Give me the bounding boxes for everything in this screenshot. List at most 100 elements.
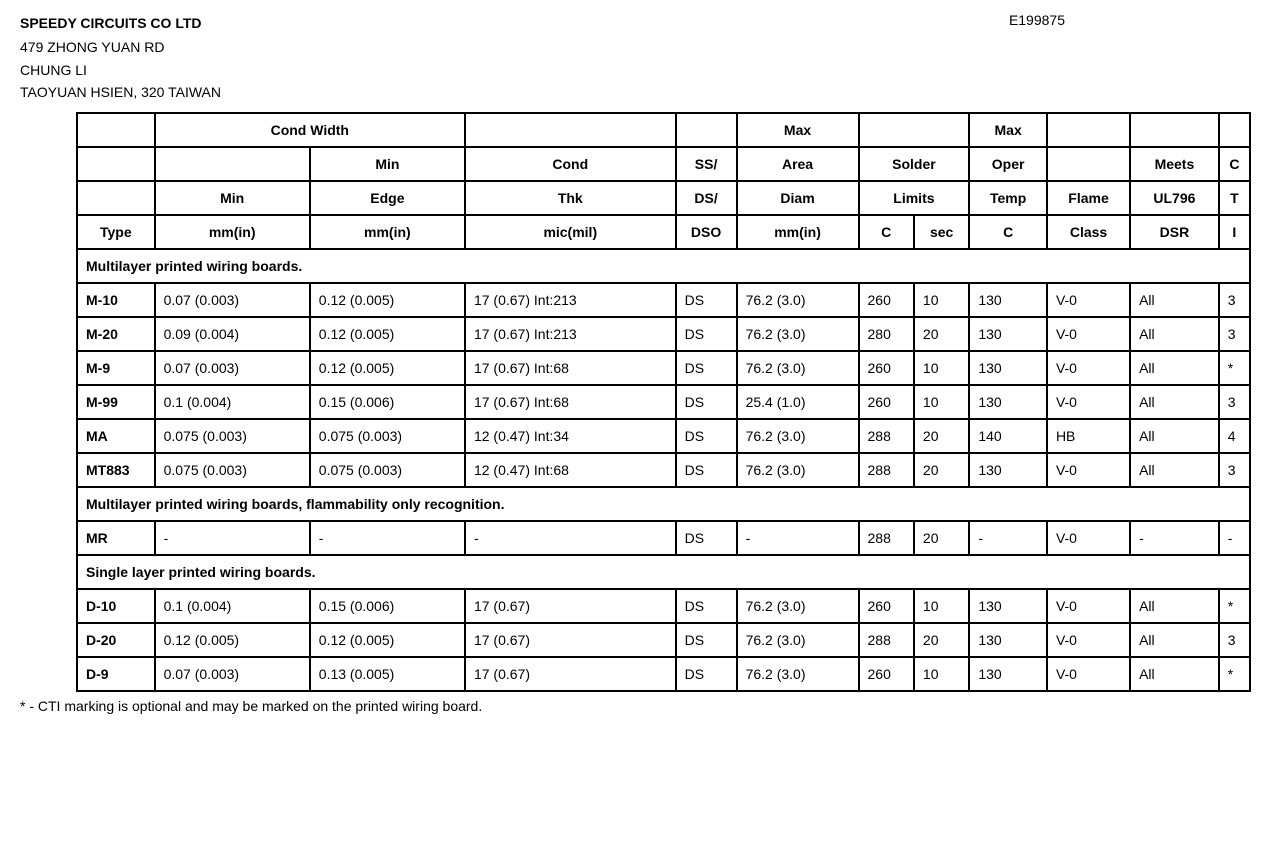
cell-meets: All — [1130, 385, 1219, 419]
cell-cti: 3 — [1219, 283, 1250, 317]
cell-type: M-99 — [77, 385, 155, 419]
header-t: T — [1219, 181, 1250, 215]
cell-type: D-10 — [77, 589, 155, 623]
cell-c: 260 — [859, 589, 914, 623]
cell-temp: 130 — [969, 283, 1047, 317]
table-row: M-99 0.1 (0.004) 0.15 (0.006) 17 (0.67) … — [77, 385, 1250, 419]
cell-flame: V-0 — [1047, 283, 1130, 317]
cell-temp: 130 — [969, 623, 1047, 657]
cell-c: 288 — [859, 521, 914, 555]
cell-cond: 12 (0.47) Int:34 — [465, 419, 676, 453]
cell-temp: 140 — [969, 419, 1047, 453]
header-min-edge: Min — [310, 147, 465, 181]
cell-c: 280 — [859, 317, 914, 351]
cell-cti: 4 — [1219, 419, 1250, 453]
header-c: C — [1219, 147, 1250, 181]
company-name: SPEEDY CIRCUITS CO LTD — [20, 12, 221, 34]
header-diam: Diam — [737, 181, 859, 215]
cell-cond: 17 (0.67) — [465, 623, 676, 657]
cell-area: 25.4 (1.0) — [737, 385, 859, 419]
cell-cond: 17 (0.67) — [465, 589, 676, 623]
header-cond: Cond — [465, 147, 676, 181]
cell-min: 0.12 (0.005) — [155, 623, 310, 657]
cell-edge: 0.12 (0.005) — [310, 317, 465, 351]
cell-edge: 0.075 (0.003) — [310, 453, 465, 487]
header-unit-mmin: mm(in) — [155, 215, 310, 249]
cell-c: 260 — [859, 657, 914, 691]
table-header: Cond Width Max Max Min Cond SS/ Area Sol… — [77, 113, 1250, 249]
cell-ss: DS — [676, 657, 737, 691]
cell-cti: 3 — [1219, 385, 1250, 419]
cell-flame: V-0 — [1047, 589, 1130, 623]
cell-flame: V-0 — [1047, 657, 1130, 691]
header-edge: Edge — [310, 181, 465, 215]
table-row: M-20 0.09 (0.004) 0.12 (0.005) 17 (0.67)… — [77, 317, 1250, 351]
header-flame: Flame — [1047, 181, 1130, 215]
header-class: Class — [1047, 215, 1130, 249]
company-address-1: 479 ZHONG YUAN RD — [20, 36, 221, 58]
cell-type: D-9 — [77, 657, 155, 691]
cell-meets: All — [1130, 589, 1219, 623]
spec-table-wrapper: Cond Width Max Max Min Cond SS/ Area Sol… — [76, 112, 1251, 692]
table-row: D-10 0.1 (0.004) 0.15 (0.006) 17 (0.67) … — [77, 589, 1250, 623]
header-cond-width: Cond Width — [155, 113, 465, 147]
cell-sec: 20 — [914, 623, 969, 657]
cell-cti: 3 — [1219, 317, 1250, 351]
cell-type: M-10 — [77, 283, 155, 317]
cell-flame: V-0 — [1047, 521, 1130, 555]
cell-meets: All — [1130, 453, 1219, 487]
cell-ss: DS — [676, 453, 737, 487]
cell-edge: - — [310, 521, 465, 555]
cell-cond: 17 (0.67) — [465, 657, 676, 691]
cell-ss: DS — [676, 385, 737, 419]
footnote: * - CTI marking is optional and may be m… — [20, 698, 1245, 714]
cell-sec: 20 — [914, 317, 969, 351]
cell-meets: All — [1130, 419, 1219, 453]
cell-temp: 130 — [969, 351, 1047, 385]
cell-meets: All — [1130, 317, 1219, 351]
cell-meets: - — [1130, 521, 1219, 555]
cell-min: 0.075 (0.003) — [155, 419, 310, 453]
header-thk: Thk — [465, 181, 676, 215]
header-blank — [676, 113, 737, 147]
cell-area: 76.2 (3.0) — [737, 351, 859, 385]
header-max-area: Max — [737, 113, 859, 147]
header-ds: DS/ — [676, 181, 737, 215]
section-label: Single layer printed wiring boards. — [77, 555, 1250, 589]
cell-min: 0.07 (0.003) — [155, 657, 310, 691]
header-unit-micmil: mic(mil) — [465, 215, 676, 249]
cell-temp: 130 — [969, 453, 1047, 487]
cell-min: 0.07 (0.003) — [155, 283, 310, 317]
cell-cond: 17 (0.67) Int:68 — [465, 351, 676, 385]
header-blank — [1219, 113, 1250, 147]
section-single-layer: Single layer printed wiring boards. — [77, 555, 1250, 589]
cell-ss: DS — [676, 589, 737, 623]
header-ss: SS/ — [676, 147, 737, 181]
header-temp: Temp — [969, 181, 1047, 215]
company-block: SPEEDY CIRCUITS CO LTD 479 ZHONG YUAN RD… — [20, 12, 221, 104]
cell-type: MR — [77, 521, 155, 555]
header-min: Min — [155, 181, 310, 215]
cell-sec: 10 — [914, 385, 969, 419]
cell-ss: DS — [676, 623, 737, 657]
cell-sec: 10 — [914, 283, 969, 317]
header-blank — [155, 147, 310, 181]
header-blank — [859, 113, 970, 147]
cell-meets: All — [1130, 657, 1219, 691]
cell-flame: V-0 — [1047, 317, 1130, 351]
cell-area: 76.2 (3.0) — [737, 317, 859, 351]
cell-area: 76.2 (3.0) — [737, 657, 859, 691]
cell-cti: * — [1219, 589, 1250, 623]
section-multilayer: Multilayer printed wiring boards. — [77, 249, 1250, 283]
cell-type: MT883 — [77, 453, 155, 487]
cell-cond: 12 (0.47) Int:68 — [465, 453, 676, 487]
section-label: Multilayer printed wiring boards. — [77, 249, 1250, 283]
document-number: E199875 — [1009, 12, 1245, 28]
cell-ss: DS — [676, 521, 737, 555]
cell-temp: 130 — [969, 589, 1047, 623]
cell-min: 0.09 (0.004) — [155, 317, 310, 351]
cell-c: 288 — [859, 623, 914, 657]
cell-type: M-9 — [77, 351, 155, 385]
header-oper: Oper — [969, 147, 1047, 181]
table-row: MR - - - DS - 288 20 - V-0 - - — [77, 521, 1250, 555]
